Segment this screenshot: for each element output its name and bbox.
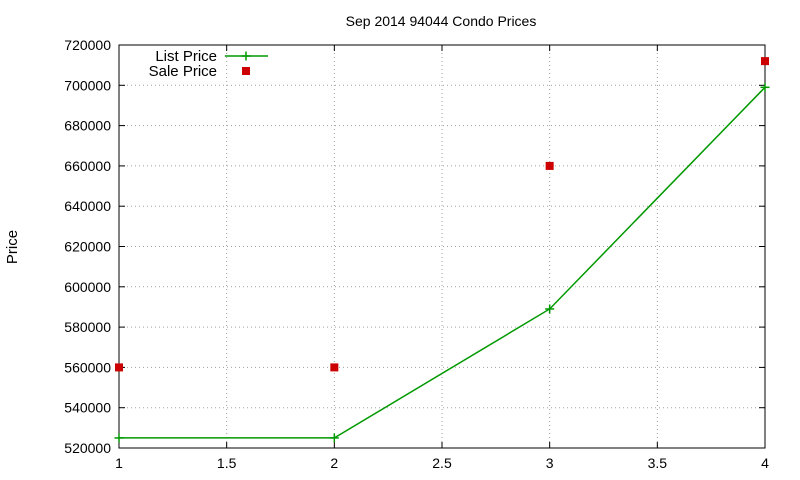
- y-tick-label: 660000: [64, 158, 111, 174]
- sale-price-point: [330, 363, 339, 372]
- list-price-point: [329, 433, 339, 443]
- list-price-line: [119, 86, 766, 439]
- x-tick-label: 2: [330, 455, 338, 471]
- series-1: [115, 57, 769, 372]
- list-price-point: [545, 304, 555, 314]
- tick-labels: 520000 540000 560000 580000 600000 620000 6400…: [64, 37, 769, 471]
- chart-title: Sep 2014 94044 Condo Prices: [346, 13, 537, 29]
- plot-frame: [118, 44, 766, 449]
- y-tick-label: 520000: [64, 440, 111, 456]
- y-tick-label: 600000: [64, 279, 111, 295]
- y-tick-label: 680000: [64, 118, 111, 134]
- sale-price-point: [761, 57, 769, 66]
- legend-sample-sale-price: [242, 67, 250, 75]
- series: [114, 57, 770, 443]
- list-price-point: [760, 82, 770, 92]
- legend-label-list-price: List Price: [155, 48, 217, 65]
- y-tick-label: 720000: [64, 37, 111, 53]
- y-tick-label: 620000: [64, 239, 111, 255]
- legend-marker-list-price: [241, 51, 251, 61]
- x-tick-label: 3: [546, 455, 554, 471]
- legend-sample-list-price: [225, 51, 268, 61]
- y-tick-label: 540000: [64, 400, 111, 416]
- y-axis-label: Price: [4, 230, 21, 264]
- x-tick-label: 3.5: [648, 455, 668, 471]
- y-tick-label: 640000: [64, 198, 111, 214]
- x-tick-label: 1: [115, 455, 123, 471]
- y-tick-label: 700000: [64, 77, 111, 93]
- sale-price-point: [545, 161, 554, 170]
- sale-price-point: [115, 363, 123, 372]
- x-tick-label: 1.5: [217, 455, 237, 471]
- list-price-point: [114, 433, 124, 443]
- x-tick-label: 2.5: [432, 455, 452, 471]
- series-0: [114, 82, 770, 443]
- legend-label-sale-price: Sale Price: [149, 63, 217, 80]
- y-tick-label: 580000: [64, 319, 111, 335]
- legend: List Price Sale Price: [149, 48, 268, 80]
- legend-marker-sale-price: [242, 67, 250, 75]
- x-tick-label: 4: [761, 455, 769, 471]
- y-tick-label: 560000: [64, 359, 111, 375]
